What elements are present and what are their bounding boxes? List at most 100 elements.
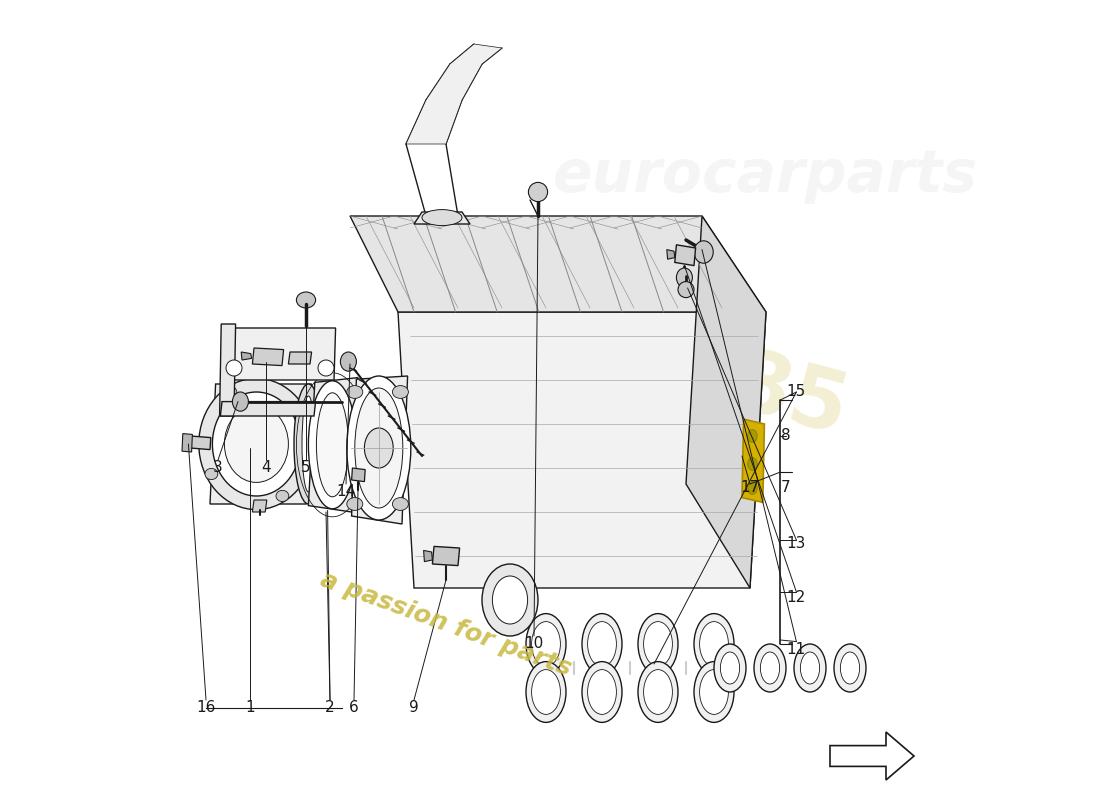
Ellipse shape xyxy=(748,482,757,494)
Polygon shape xyxy=(222,328,336,380)
Text: 14: 14 xyxy=(337,485,355,499)
Text: 12: 12 xyxy=(786,590,806,605)
Polygon shape xyxy=(352,376,408,524)
Ellipse shape xyxy=(205,468,218,480)
Text: a passion for parts: a passion for parts xyxy=(317,567,575,681)
Ellipse shape xyxy=(720,652,739,684)
Ellipse shape xyxy=(355,388,403,508)
Ellipse shape xyxy=(754,644,786,692)
Ellipse shape xyxy=(528,182,548,202)
Polygon shape xyxy=(252,348,284,366)
Polygon shape xyxy=(241,352,252,360)
Ellipse shape xyxy=(638,662,678,722)
Polygon shape xyxy=(742,419,764,502)
Ellipse shape xyxy=(212,392,300,496)
Ellipse shape xyxy=(694,662,734,722)
Polygon shape xyxy=(830,732,914,780)
Polygon shape xyxy=(432,546,460,566)
Polygon shape xyxy=(686,216,766,588)
Polygon shape xyxy=(667,250,674,259)
Text: 1985: 1985 xyxy=(612,315,857,453)
Ellipse shape xyxy=(531,622,560,666)
Ellipse shape xyxy=(644,670,672,714)
Text: 15: 15 xyxy=(786,385,806,399)
Text: 7: 7 xyxy=(781,481,791,495)
Ellipse shape xyxy=(694,241,713,263)
Ellipse shape xyxy=(493,576,528,624)
Polygon shape xyxy=(414,212,470,224)
Ellipse shape xyxy=(531,670,560,714)
Polygon shape xyxy=(190,436,211,450)
Ellipse shape xyxy=(224,386,236,398)
Polygon shape xyxy=(674,245,695,266)
Text: 13: 13 xyxy=(786,537,806,551)
Ellipse shape xyxy=(346,386,363,398)
Text: 9: 9 xyxy=(409,701,419,715)
Ellipse shape xyxy=(294,384,322,504)
Text: 6: 6 xyxy=(349,701,359,715)
Ellipse shape xyxy=(482,564,538,636)
Ellipse shape xyxy=(587,622,616,666)
Ellipse shape xyxy=(587,670,616,714)
Text: 5: 5 xyxy=(301,461,311,475)
Text: 11: 11 xyxy=(786,642,806,657)
Ellipse shape xyxy=(422,210,462,226)
Ellipse shape xyxy=(224,406,288,482)
Text: 17: 17 xyxy=(740,481,760,495)
Ellipse shape xyxy=(308,381,356,509)
Ellipse shape xyxy=(760,652,780,684)
Polygon shape xyxy=(350,216,766,312)
Text: 1: 1 xyxy=(245,701,255,715)
Ellipse shape xyxy=(638,614,678,674)
Ellipse shape xyxy=(346,498,363,510)
Ellipse shape xyxy=(295,408,308,419)
Ellipse shape xyxy=(276,490,289,502)
Text: 2: 2 xyxy=(326,701,334,715)
Text: 4: 4 xyxy=(261,461,271,475)
Ellipse shape xyxy=(644,622,672,666)
Ellipse shape xyxy=(526,614,566,674)
Text: 16: 16 xyxy=(196,701,216,715)
Polygon shape xyxy=(220,402,316,416)
Polygon shape xyxy=(308,378,358,512)
Polygon shape xyxy=(424,550,432,562)
Polygon shape xyxy=(182,434,192,452)
Ellipse shape xyxy=(526,662,566,722)
Ellipse shape xyxy=(296,292,316,308)
Polygon shape xyxy=(398,312,766,588)
Ellipse shape xyxy=(364,428,393,468)
Ellipse shape xyxy=(801,652,820,684)
Polygon shape xyxy=(288,352,311,364)
Ellipse shape xyxy=(694,614,734,674)
Ellipse shape xyxy=(676,268,692,287)
Polygon shape xyxy=(406,44,502,144)
Ellipse shape xyxy=(700,622,728,666)
Ellipse shape xyxy=(393,498,408,510)
Ellipse shape xyxy=(393,386,408,398)
Ellipse shape xyxy=(582,614,621,674)
Ellipse shape xyxy=(199,378,314,510)
Polygon shape xyxy=(352,468,365,482)
Ellipse shape xyxy=(302,396,315,492)
Text: eurocarparts: eurocarparts xyxy=(553,147,979,205)
Ellipse shape xyxy=(226,360,242,376)
Ellipse shape xyxy=(318,360,334,376)
Ellipse shape xyxy=(748,458,757,470)
Ellipse shape xyxy=(317,393,349,497)
Ellipse shape xyxy=(748,430,757,442)
Ellipse shape xyxy=(794,644,826,692)
Ellipse shape xyxy=(346,376,410,520)
Text: 8: 8 xyxy=(781,429,791,443)
Ellipse shape xyxy=(714,644,746,692)
Ellipse shape xyxy=(834,644,866,692)
Polygon shape xyxy=(220,324,235,416)
Ellipse shape xyxy=(340,352,356,371)
Ellipse shape xyxy=(678,282,694,298)
Ellipse shape xyxy=(700,670,728,714)
Text: 10: 10 xyxy=(525,637,543,651)
Ellipse shape xyxy=(840,652,859,684)
Polygon shape xyxy=(252,500,267,512)
Text: 3: 3 xyxy=(213,461,223,475)
Ellipse shape xyxy=(582,662,621,722)
Polygon shape xyxy=(210,384,311,504)
